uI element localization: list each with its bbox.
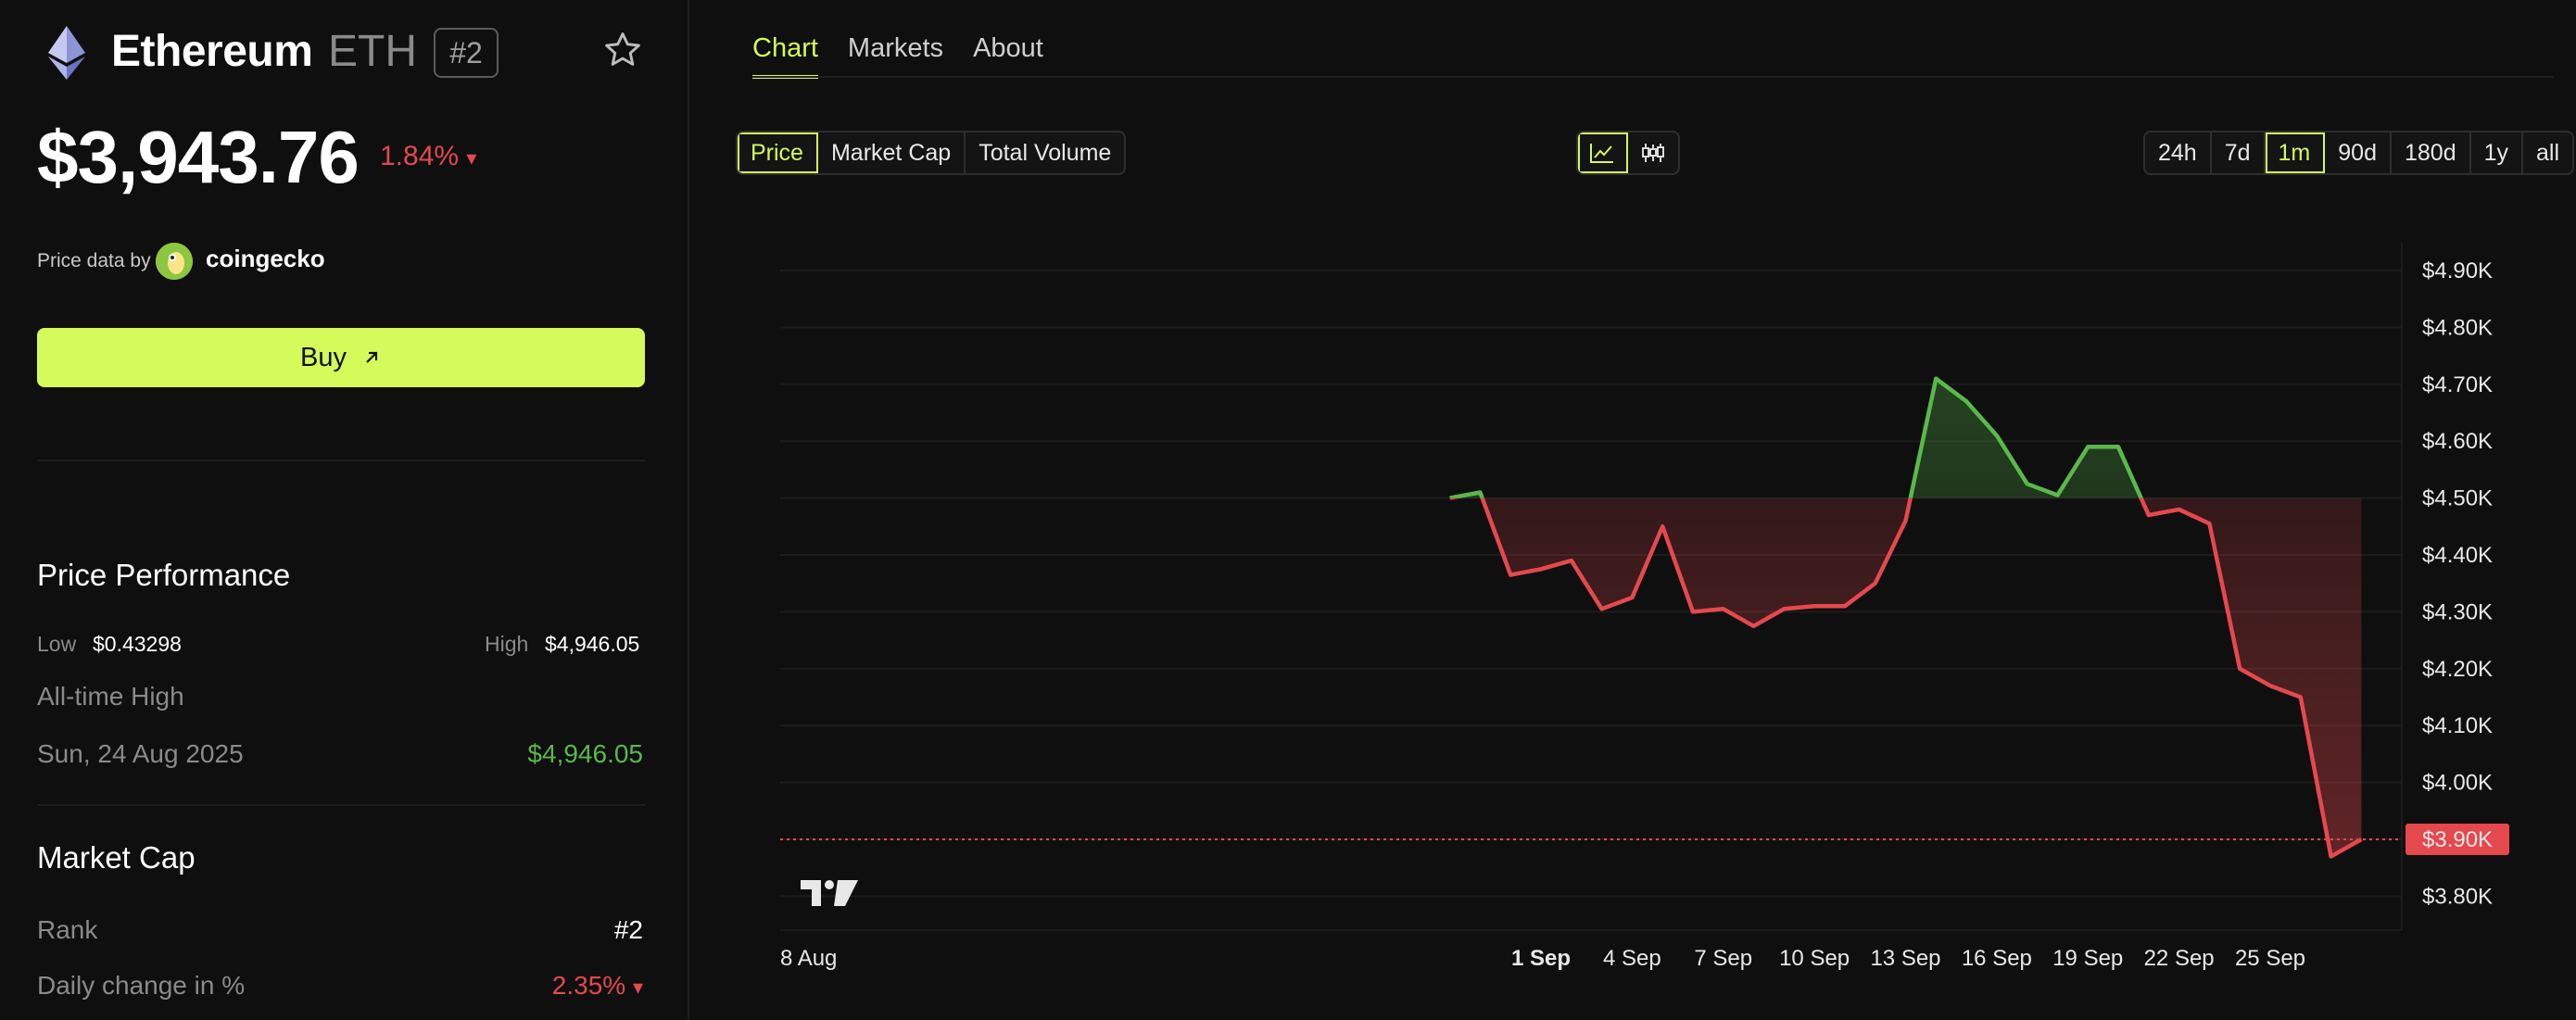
high-value: $4,946.05 — [545, 632, 640, 656]
down-arrow-icon: ▾ — [466, 146, 477, 170]
price-line-down — [1449, 497, 2363, 859]
current-price-label: $3.90K — [2422, 827, 2493, 852]
x-tick-label: 1 Sep — [1511, 946, 1571, 971]
y-tick-label: $4.00K — [2422, 771, 2493, 796]
line-chart-icon[interactable] — [1578, 132, 1628, 173]
range-24h[interactable]: 24h — [2145, 132, 2212, 173]
x-tick-label: 7 Sep — [1694, 946, 1752, 971]
y-tick-label: $4.60K — [2422, 429, 2493, 454]
area-fill — [1449, 378, 2362, 857]
range-1y[interactable]: 1y — [2471, 132, 2524, 173]
down-arrow-icon: ▾ — [632, 976, 643, 999]
metric-price[interactable]: Price — [738, 132, 818, 173]
price-line — [1449, 376, 2363, 859]
rank-badge: #2 — [434, 28, 499, 78]
star-icon[interactable] — [602, 30, 643, 70]
rank-value: #2 — [613, 915, 643, 944]
tabs-divider — [752, 76, 2554, 78]
low-label: Low — [37, 632, 77, 656]
x-tick-label: 22 Sep — [2144, 946, 2215, 971]
high-label: High — [485, 632, 529, 656]
coingecko-logo-icon[interactable] — [156, 243, 193, 280]
rank-label: Rank — [37, 915, 98, 944]
y-tick-label: $4.40K — [2422, 543, 2493, 568]
daily-change-label: Daily change in % — [37, 971, 246, 1000]
main-tabs: Chart Markets About — [752, 33, 1043, 79]
area-fill-down — [1449, 497, 2362, 857]
range-7d[interactable]: 7d — [2212, 132, 2266, 173]
current-price-badge — [2406, 824, 2509, 855]
tab-about[interactable]: About — [973, 33, 1043, 63]
y-tick-label: $4.30K — [2422, 599, 2493, 624]
y-tick-label: $4.90K — [2422, 258, 2493, 283]
metric-selector: Price Market Cap Total Volume — [736, 131, 1127, 175]
buy-button[interactable]: Buy — [37, 328, 645, 387]
range-180d[interactable]: 180d — [2392, 132, 2471, 173]
y-axis: $4.90K $4.80K $4.70K $4.60K $4.50K $4.40K $4.3… — [2422, 258, 2493, 909]
x-tick-label: 4 Sep — [1603, 946, 1661, 971]
divider — [37, 804, 645, 806]
price-change-value: 1.84% — [380, 141, 460, 171]
y-tick-label: $3.80K — [2422, 884, 2493, 909]
x-tick-label: 10 Sep — [1779, 946, 1850, 971]
low-value: $0.43298 — [93, 632, 182, 656]
price-line-up — [1449, 376, 2144, 498]
range-90d[interactable]: 90d — [2325, 132, 2392, 173]
range-selector: 24h 7d 1m 90d 180d 1y all — [2143, 131, 2575, 175]
x-tick-label: 16 Sep — [1962, 946, 2032, 971]
chart-type-selector — [1576, 131, 1680, 175]
area-fill-up — [1449, 378, 2141, 498]
ath-label: All-time High — [37, 682, 184, 711]
provider-link[interactable]: coingecko — [206, 245, 325, 272]
market-cap-title: Market Cap — [37, 840, 196, 875]
price-change: 1.84% ▾ — [380, 141, 476, 172]
tab-markets[interactable]: Markets — [847, 33, 944, 63]
y-tick-label: $4.10K — [2422, 713, 2493, 738]
ethereum-logo-icon — [48, 26, 85, 80]
performance-title: Price Performance — [37, 558, 291, 592]
candlestick-icon[interactable] — [1628, 132, 1678, 173]
buy-label: Buy — [300, 342, 347, 372]
daily-change-value: 2.35% — [551, 971, 626, 1000]
x-tick-label: 13 Sep — [1870, 946, 1940, 971]
y-tick-label: $4.50K — [2422, 486, 2493, 511]
asset-name: Ethereum — [111, 27, 313, 76]
price-data-label: Price data by — [37, 250, 151, 271]
ath-value: $4,946.05 — [527, 739, 643, 768]
current-price: $3,943.76 — [37, 116, 360, 198]
tradingview-logo-icon[interactable] — [801, 880, 858, 906]
range-all[interactable]: all — [2536, 139, 2560, 166]
x-tick-label: 8 Aug — [780, 946, 837, 971]
y-tick-label: $4.70K — [2422, 372, 2493, 397]
asset-panel: Ethereum ETH #2 $3,943.76 1.84% ▾ Price … — [0, 0, 689, 1020]
ath-date: Sun, 24 Aug 2025 — [37, 739, 244, 768]
x-axis: 8 Aug 1 Sep 4 Sep 7 Sep 10 Sep 13 Sep 16 Sep 19… — [780, 946, 2305, 971]
asset-symbol: ETH — [328, 27, 417, 76]
x-tick-label: 19 Sep — [2052, 946, 2123, 971]
y-tick-label: $4.20K — [2422, 657, 2493, 682]
divider — [37, 460, 645, 461]
arrow-up-right-icon — [366, 351, 378, 363]
metric-total-volume[interactable]: Total Volume — [979, 139, 1112, 166]
metric-market-cap[interactable]: Market Cap — [818, 132, 966, 173]
range-1m[interactable]: 1m — [2265, 132, 2326, 173]
daily-change: 2.35% ▾ — [552, 971, 643, 1001]
current-price-marker: $3.90K — [780, 824, 2509, 855]
y-tick-label: $4.80K — [2422, 315, 2493, 340]
x-tick-label: 25 Sep — [2235, 946, 2305, 971]
